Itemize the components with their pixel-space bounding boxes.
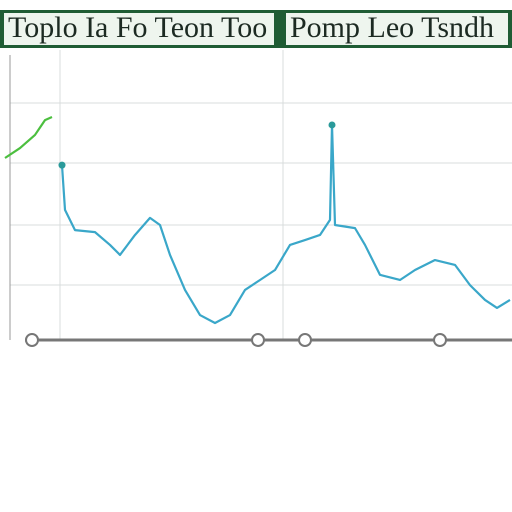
header-box [286, 13, 508, 45]
axis-knob [298, 333, 312, 347]
chart-subtitle: Pomp Leo Tsndh [290, 11, 494, 44]
line [60, 123, 511, 325]
header-box [4, 13, 274, 45]
grid [9, 50, 512, 340]
axis-knob [251, 333, 265, 347]
point [58, 161, 66, 169]
axis-knob [25, 333, 39, 347]
line [4, 115, 53, 159]
chart-title: Toplo Ia Fo Teon Too [8, 11, 267, 44]
axis-knob [433, 333, 447, 347]
point [328, 121, 336, 129]
